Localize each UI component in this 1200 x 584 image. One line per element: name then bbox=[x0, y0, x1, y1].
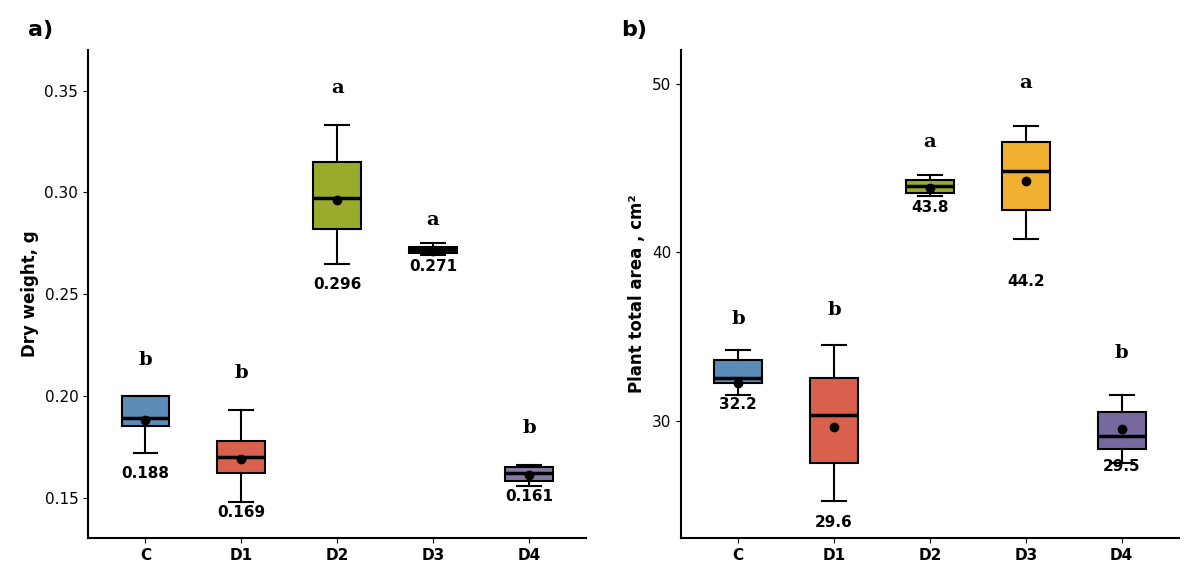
Text: b: b bbox=[827, 301, 841, 319]
Text: 0.271: 0.271 bbox=[409, 259, 457, 274]
Text: b: b bbox=[139, 352, 152, 370]
Text: a: a bbox=[924, 133, 936, 151]
PathPatch shape bbox=[810, 378, 858, 463]
Text: 29.6: 29.6 bbox=[815, 515, 853, 530]
Text: b: b bbox=[732, 310, 745, 328]
Text: 0.296: 0.296 bbox=[313, 277, 361, 292]
Text: a: a bbox=[427, 211, 439, 229]
Text: 0.161: 0.161 bbox=[505, 489, 553, 504]
PathPatch shape bbox=[121, 396, 169, 426]
PathPatch shape bbox=[313, 162, 361, 229]
Text: b: b bbox=[234, 364, 248, 382]
PathPatch shape bbox=[217, 441, 265, 473]
PathPatch shape bbox=[505, 467, 553, 481]
Text: a: a bbox=[1020, 74, 1032, 92]
Text: 32.2: 32.2 bbox=[719, 397, 757, 412]
Text: 0.188: 0.188 bbox=[121, 467, 169, 481]
PathPatch shape bbox=[906, 179, 954, 193]
Text: b: b bbox=[522, 419, 535, 437]
Text: a: a bbox=[331, 79, 343, 97]
PathPatch shape bbox=[714, 360, 762, 384]
Text: b: b bbox=[1115, 343, 1128, 361]
PathPatch shape bbox=[1098, 412, 1146, 449]
Y-axis label: Dry weight, g: Dry weight, g bbox=[20, 231, 38, 357]
Text: 0.169: 0.169 bbox=[217, 505, 265, 520]
Text: b): b) bbox=[620, 20, 647, 40]
Text: a): a) bbox=[28, 20, 53, 40]
PathPatch shape bbox=[409, 247, 457, 253]
Text: 43.8: 43.8 bbox=[911, 200, 949, 215]
Text: 44.2: 44.2 bbox=[1007, 274, 1045, 289]
Y-axis label: Plant total area , cm²: Plant total area , cm² bbox=[628, 195, 646, 394]
PathPatch shape bbox=[1002, 142, 1050, 210]
Text: 29.5: 29.5 bbox=[1103, 460, 1140, 474]
